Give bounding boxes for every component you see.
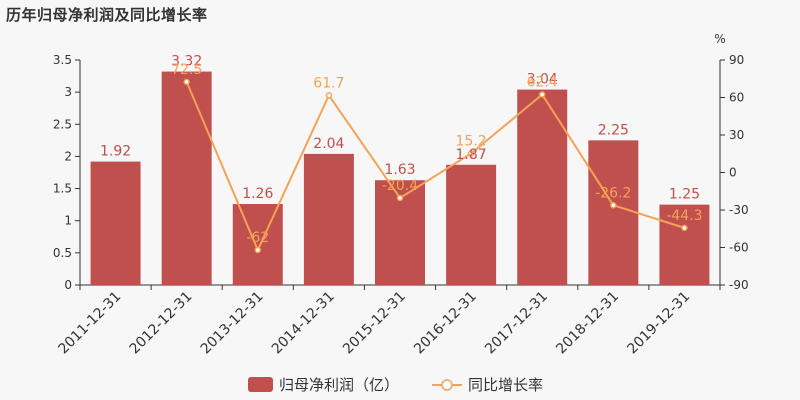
legend-bar-label: 归母净利润（亿）	[279, 376, 399, 394]
line-label: 72.5	[171, 62, 202, 78]
right-tick-label: 60	[729, 91, 744, 105]
legend-bar-swatch	[248, 377, 273, 392]
left-tick-label: 0.5	[53, 246, 72, 260]
line-label: 15.2	[456, 134, 487, 150]
bar	[90, 161, 141, 285]
bar-label: 1.26	[242, 186, 273, 202]
left-tick-label: 1.5	[53, 182, 72, 196]
growth-point	[681, 224, 688, 232]
left-tick-label: 2.5	[53, 117, 72, 131]
line-label: -62	[246, 230, 269, 246]
growth-point	[610, 202, 617, 209]
line-label: -44.3	[666, 208, 702, 224]
line-label: 62.4	[527, 75, 558, 91]
right-tick-label: 30	[729, 128, 744, 142]
line-label: 61.7	[313, 75, 344, 91]
bar-label: 1.63	[384, 162, 415, 178]
x-tick-label: 2019-12-31	[624, 289, 693, 358]
bar	[588, 140, 639, 285]
bar-label: 2.04	[313, 136, 344, 152]
x-tick-label: 2015-12-31	[340, 289, 409, 358]
bar-label: 1.92	[100, 144, 131, 160]
x-tick-label: 2014-12-31	[269, 289, 338, 358]
bar-label: 1.25	[669, 187, 700, 203]
right-tick-label: -90	[729, 278, 749, 292]
legend-line-label: 同比增长率	[468, 376, 543, 394]
bar	[232, 204, 283, 285]
bar-label: 3.32	[171, 54, 202, 70]
bar-label: 2.25	[598, 122, 629, 138]
bar	[446, 164, 497, 285]
growth-point	[396, 194, 404, 202]
x-tick-label: 2011-12-31	[56, 289, 125, 358]
line-label: -20.4	[382, 178, 418, 194]
growth-point	[538, 91, 546, 98]
growth-point	[183, 78, 190, 86]
bar-label: 3.04	[527, 72, 558, 88]
line-label: -26.2	[595, 185, 631, 201]
x-tick-label: 2012-12-31	[127, 289, 196, 358]
left-tick-label: 0	[64, 278, 72, 292]
left-tick-label: 1	[64, 214, 72, 228]
right-tick-label: 90	[729, 53, 744, 67]
growth-point	[325, 92, 333, 99]
right-axis-unit: %	[714, 32, 725, 46]
x-tick-label: 2016-12-31	[411, 289, 480, 358]
chart-title: 历年归母净利润及同比增长率	[6, 6, 208, 24]
x-tick-label: 2013-12-31	[198, 289, 267, 358]
growth-line	[185, 81, 685, 253]
legend-line-marker	[441, 379, 453, 391]
growth-point	[254, 246, 262, 254]
growth-point	[467, 150, 475, 157]
right-tick-label: 0	[729, 166, 737, 180]
right-tick-label: -30	[729, 203, 749, 217]
left-tick-label: 2	[64, 149, 72, 163]
bar-label: 1.87	[456, 147, 487, 163]
bar	[659, 204, 710, 285]
x-tick-label: 2017-12-31	[482, 289, 551, 358]
bar	[161, 71, 212, 285]
bar	[517, 89, 568, 285]
left-tick-label: 3	[64, 85, 72, 99]
left-tick-label: 3.5	[53, 53, 72, 67]
x-tick-label: 2018-12-31	[553, 289, 622, 358]
bar	[303, 153, 354, 285]
right-tick-label: -60	[729, 241, 749, 255]
